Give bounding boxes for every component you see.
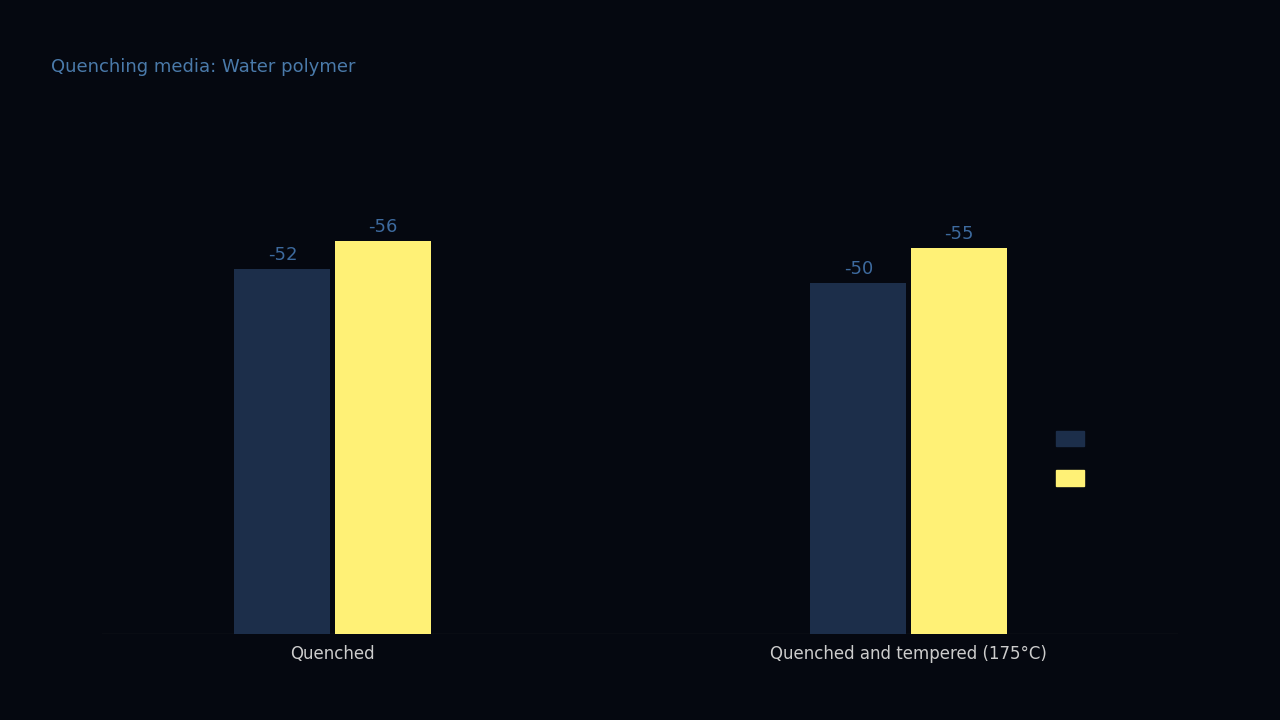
Text: -56: -56 [369,217,398,235]
Text: -55: -55 [945,225,974,243]
Bar [335,241,431,634]
Bar [911,248,1007,634]
Text: -52: -52 [268,246,297,264]
Bar [810,283,906,634]
Bar [234,269,330,634]
Text: -50: -50 [844,260,873,278]
Text: Quenching media: Water polymer: Quenching media: Water polymer [51,58,356,76]
